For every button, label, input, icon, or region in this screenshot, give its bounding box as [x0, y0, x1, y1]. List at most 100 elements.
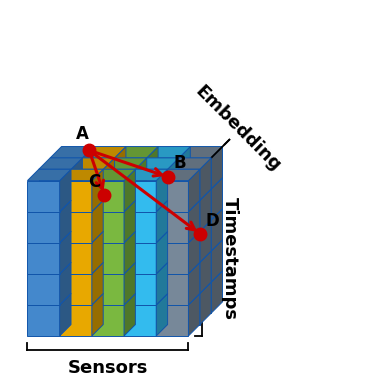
Polygon shape — [103, 169, 135, 200]
Polygon shape — [156, 212, 189, 243]
Polygon shape — [168, 169, 200, 200]
Text: C: C — [89, 173, 101, 191]
Polygon shape — [92, 200, 135, 212]
Polygon shape — [124, 293, 168, 305]
Polygon shape — [179, 147, 223, 158]
Polygon shape — [39, 200, 71, 231]
Polygon shape — [147, 209, 191, 220]
Polygon shape — [71, 293, 103, 325]
Polygon shape — [168, 293, 200, 325]
Polygon shape — [114, 271, 158, 282]
Polygon shape — [82, 158, 114, 189]
Polygon shape — [200, 220, 211, 262]
Polygon shape — [27, 169, 71, 181]
Polygon shape — [124, 212, 156, 243]
Polygon shape — [147, 271, 158, 313]
Polygon shape — [168, 282, 179, 325]
Polygon shape — [114, 240, 126, 282]
Polygon shape — [114, 178, 126, 220]
Polygon shape — [156, 274, 189, 305]
Polygon shape — [71, 282, 82, 325]
Polygon shape — [92, 169, 135, 181]
Polygon shape — [27, 212, 60, 243]
Polygon shape — [114, 271, 126, 313]
Polygon shape — [135, 231, 168, 262]
Polygon shape — [168, 231, 200, 262]
Polygon shape — [71, 220, 114, 231]
Polygon shape — [60, 169, 71, 212]
Polygon shape — [147, 147, 158, 189]
Polygon shape — [135, 293, 168, 325]
Polygon shape — [92, 181, 124, 212]
Polygon shape — [135, 200, 168, 231]
Polygon shape — [50, 147, 94, 158]
Polygon shape — [135, 220, 179, 231]
Polygon shape — [82, 240, 94, 282]
Polygon shape — [179, 240, 191, 282]
Polygon shape — [135, 189, 147, 231]
Polygon shape — [124, 293, 135, 336]
Polygon shape — [156, 293, 168, 336]
Polygon shape — [103, 293, 135, 325]
Polygon shape — [179, 178, 223, 189]
Polygon shape — [135, 262, 168, 293]
Polygon shape — [60, 200, 103, 212]
Polygon shape — [71, 262, 103, 293]
Polygon shape — [211, 178, 223, 220]
Polygon shape — [156, 231, 168, 274]
Text: Sensors: Sensors — [68, 359, 148, 377]
Polygon shape — [39, 231, 71, 262]
Polygon shape — [82, 251, 114, 282]
Polygon shape — [124, 231, 168, 243]
Polygon shape — [114, 240, 158, 251]
Polygon shape — [27, 231, 71, 243]
Polygon shape — [82, 178, 94, 220]
Polygon shape — [39, 293, 71, 325]
Polygon shape — [82, 271, 126, 282]
Polygon shape — [82, 240, 126, 251]
Polygon shape — [179, 209, 223, 220]
Polygon shape — [156, 169, 200, 181]
Polygon shape — [50, 271, 94, 282]
Polygon shape — [114, 209, 126, 251]
Polygon shape — [114, 282, 147, 313]
Polygon shape — [39, 262, 71, 293]
Polygon shape — [71, 251, 82, 293]
Polygon shape — [168, 220, 179, 262]
Polygon shape — [92, 231, 135, 243]
Polygon shape — [27, 305, 60, 336]
Polygon shape — [114, 209, 158, 220]
Polygon shape — [168, 189, 211, 200]
Polygon shape — [60, 305, 92, 336]
Polygon shape — [156, 262, 200, 274]
Polygon shape — [179, 282, 211, 313]
Polygon shape — [211, 271, 223, 313]
Polygon shape — [27, 200, 71, 212]
Polygon shape — [179, 147, 191, 189]
Polygon shape — [179, 271, 191, 313]
Polygon shape — [60, 181, 92, 212]
Polygon shape — [50, 240, 94, 251]
Polygon shape — [135, 282, 179, 293]
Polygon shape — [211, 209, 223, 251]
Polygon shape — [156, 200, 200, 212]
Polygon shape — [82, 147, 94, 189]
Polygon shape — [124, 200, 135, 243]
Polygon shape — [189, 262, 200, 305]
Polygon shape — [147, 251, 179, 282]
Polygon shape — [156, 305, 189, 336]
Polygon shape — [39, 251, 82, 262]
Polygon shape — [27, 243, 60, 274]
Polygon shape — [50, 178, 94, 189]
Text: Timestamps: Timestamps — [221, 197, 239, 320]
Polygon shape — [200, 282, 211, 325]
Polygon shape — [27, 181, 60, 212]
Polygon shape — [114, 158, 147, 189]
Polygon shape — [27, 274, 60, 305]
Polygon shape — [71, 200, 103, 231]
Polygon shape — [156, 181, 189, 212]
Polygon shape — [103, 189, 114, 231]
Polygon shape — [124, 243, 156, 274]
Polygon shape — [60, 169, 103, 181]
Polygon shape — [103, 220, 114, 262]
